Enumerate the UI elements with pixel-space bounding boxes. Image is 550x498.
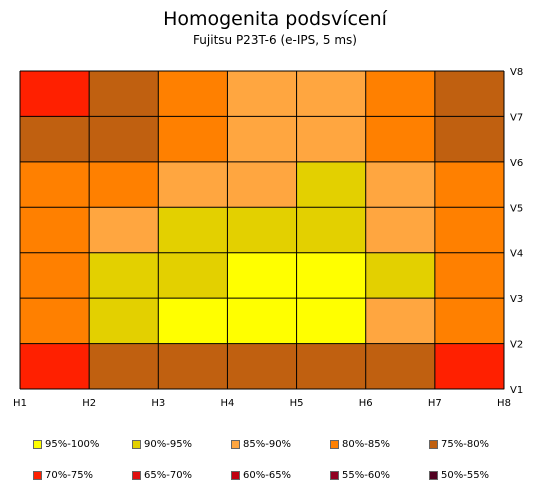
heatmap-cell (296, 71, 367, 117)
heatmap-cell (296, 298, 367, 345)
heatmap-cell (365, 207, 436, 254)
heatmap-cell (227, 116, 298, 163)
heatmap-cell (296, 343, 367, 390)
heatmap-cell (296, 161, 367, 208)
x-tick-label: H5 (290, 398, 304, 409)
y-tick-label: V8 (510, 67, 523, 78)
heatmap-cell (158, 343, 228, 390)
x-tick-label: H1 (13, 398, 27, 409)
y-tick-label: V6 (510, 158, 523, 169)
heatmap-cell (158, 161, 228, 208)
heatmap-cell (89, 298, 159, 345)
heatmap-cell (158, 207, 228, 254)
heatmap-cell (89, 343, 159, 390)
heatmap-cell (227, 161, 298, 208)
heatmap-cell (296, 116, 367, 163)
heatmap-cell (365, 161, 436, 208)
y-tick-label: V3 (510, 294, 523, 305)
x-tick-label: H8 (497, 398, 511, 409)
heatmap-cell (365, 343, 436, 390)
heatmap-cell (434, 161, 505, 208)
heatmap-cell (434, 343, 505, 390)
heatmap-cell (227, 298, 298, 345)
chart-title: Homogenita podsvícení (163, 8, 387, 30)
heatmap-cell (89, 161, 159, 208)
chart-subtitle: Fujitsu P23T-6 (e-IPS, 5 ms) (193, 33, 357, 47)
x-tick-label: H6 (359, 398, 373, 409)
heatmap-cell (296, 207, 367, 254)
y-tick-label: V7 (510, 112, 523, 123)
x-tick-label: H4 (220, 398, 234, 409)
heatmap-cell (227, 71, 298, 117)
heatmap-cell (89, 207, 159, 254)
heatmap-cell (89, 252, 159, 299)
heatmap-cell (20, 161, 90, 208)
heatmap-cell (158, 298, 228, 345)
heatmap-cell (89, 71, 159, 117)
heatmap-cell (434, 116, 505, 163)
heatmap-cell (365, 116, 436, 163)
heatmap-cell (227, 343, 298, 390)
heatmap-cell (227, 252, 298, 299)
heatmap-cell (434, 71, 505, 117)
heatmap-cell (365, 298, 436, 345)
heatmap-cell (158, 71, 228, 117)
heatmap-cell (158, 116, 228, 163)
heatmap-cell (20, 252, 90, 299)
heatmap-cell (434, 298, 505, 345)
y-tick-label: V2 (510, 340, 523, 351)
x-tick-label: H3 (151, 398, 165, 409)
heatmap-cell (365, 252, 436, 299)
heatmap-cell (20, 71, 90, 117)
heatmap-cell (227, 207, 298, 254)
heatmap-cell (20, 116, 90, 163)
y-tick-label: V1 (510, 385, 523, 396)
heatmap-cell (20, 207, 90, 254)
heatmap-cell (158, 252, 228, 299)
y-tick-label: V4 (510, 249, 523, 260)
x-tick-label: H7 (428, 398, 442, 409)
heatmap-cell (89, 116, 159, 163)
heatmap-cell (20, 298, 90, 345)
heatmap-cell (365, 71, 436, 117)
heatmap-cell (434, 252, 505, 299)
heatmap-cell (296, 252, 367, 299)
x-tick-label: H2 (82, 398, 96, 409)
heatmap-cell (20, 343, 90, 390)
y-tick-label: V5 (510, 203, 523, 214)
heatmap-cell (434, 207, 505, 254)
